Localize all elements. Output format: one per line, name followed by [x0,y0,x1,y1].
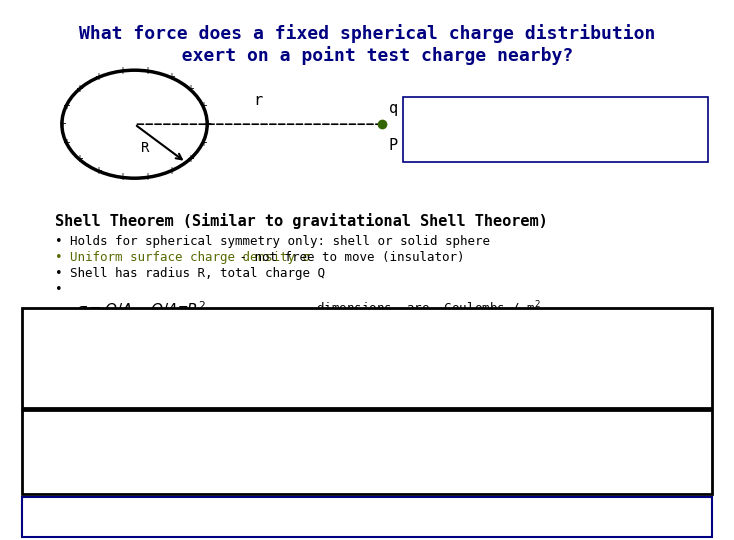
Text: +: + [94,166,102,176]
Text: - not free to move (insulator): - not free to move (insulator) [233,251,465,264]
Text: Outside a shell, r › R:: Outside a shell, r › R: [48,321,239,334]
Text: • Uniform surface charge density σ: • Uniform surface charge density σ [54,251,310,264]
Text: •: • [54,284,62,296]
Text: +: + [118,172,126,183]
Text: +: + [167,72,175,83]
Text: $\sigma \equiv Q/A = Q/4\pi R^2$: $\sigma \equiv Q/A = Q/4\pi R^2$ [76,300,206,320]
Text: • Holds for spherical symmetry only: shell or solid sphere: • Holds for spherical symmetry only: she… [54,235,490,248]
Text: +: + [203,119,211,129]
Text: +: + [94,72,102,83]
Text: the: the [48,354,79,367]
Text: +: + [143,66,151,76]
Text: r: r [253,93,263,108]
Text: +: + [75,84,83,94]
Text: q: q [389,101,398,116]
FancyBboxPatch shape [22,410,712,494]
Text: +: + [58,119,66,129]
Text: +: + [75,154,83,164]
Text: +: + [186,154,195,164]
Text: Proof by lengthy integration
or symmetry + Gauss Law: Proof by lengthy integration or symmetry… [462,119,650,140]
Text: Why does the shell theorem work?  spherical symmetry → cancellations: Why does the shell theorem work? spheric… [48,510,557,523]
Text: What force does a fixed spherical charge distribution
  exert on a point test ch: What force does a fixed spherical charge… [79,24,655,65]
FancyBboxPatch shape [403,97,708,162]
Text: Shell Theorem (Similar to gravitational Shell Theorem): Shell Theorem (Similar to gravitational … [54,213,548,230]
Text: +: + [62,138,70,147]
Text: +: + [118,66,126,76]
Text: Uniform: Uniform [157,321,213,334]
Text: Inside a shell, r ‹ R: Charged particle q inside uniform hollow
shell of charge : Inside a shell, r ‹ R: Charged particle … [48,418,575,450]
FancyBboxPatch shape [22,497,712,537]
Text: particle q as if all the shell’s charge is a point charge at: particle q as if all the shell’s charge … [48,338,527,350]
Text: P: P [389,138,398,153]
Text: +: + [186,84,195,94]
Text: center of the shell.: center of the shell. [65,354,225,367]
Text: +: + [199,138,207,147]
Text: +: + [143,172,151,183]
FancyBboxPatch shape [22,308,712,408]
Text: +: + [167,166,175,176]
Text: • Shell has radius R, total charge Q: • Shell has radius R, total charge Q [54,267,324,280]
Text: shell responds to charged: shell responds to charged [189,321,397,334]
Text: R: R [141,141,150,156]
Text: +: + [199,101,207,111]
Text: +: + [62,101,70,111]
Text: dimensions  are  Coulombs / m$^2$: dimensions are Coulombs / m$^2$ [316,300,541,318]
